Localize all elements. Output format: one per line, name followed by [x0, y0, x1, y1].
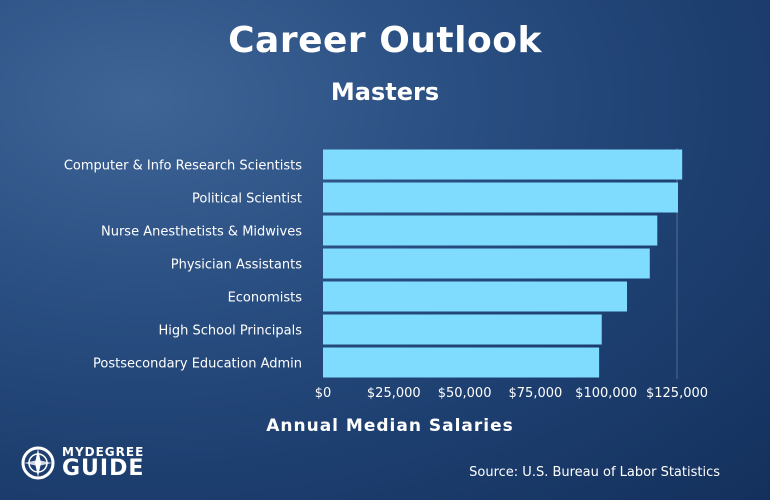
x-axis-label: Annual Median Salaries [266, 416, 514, 436]
chart-title: Career Outlook [228, 20, 542, 61]
x-tick-label: $0 [315, 386, 332, 401]
compass-icon [21, 446, 55, 480]
category-label: Economists [228, 291, 303, 306]
category-label: Physician Assistants [171, 258, 302, 273]
brand-logo[interactable]: MYDEGREE GUIDE [20, 443, 144, 483]
category-label: High School Principals [159, 324, 303, 339]
x-tick-label: $75,000 [509, 386, 563, 401]
x-tick-label: $50,000 [438, 386, 492, 401]
bar [323, 248, 650, 279]
logo-text-bottom: GUIDE [62, 456, 145, 481]
category-label: Postsecondary Education Admin [93, 357, 302, 372]
category-label: Political Scientist [192, 192, 302, 207]
bar-chart: Computer & Info Research Scientists Polit… [64, 149, 708, 401]
x-tick-label: $100,000 [575, 386, 637, 401]
bar [323, 215, 658, 246]
x-tick-label: $125,000 [646, 386, 708, 401]
bar [323, 281, 628, 312]
source-note: Source: U.S. Bureau of Labor Statistics [469, 465, 720, 480]
bar [323, 347, 600, 378]
bar [323, 149, 683, 180]
bar [323, 182, 678, 213]
category-label: Computer & Info Research Scientists [64, 159, 302, 174]
chart-subtitle: Masters [330, 78, 440, 106]
x-tick-label: $25,000 [367, 386, 421, 401]
category-label: Nurse Anesthetists & Midwives [101, 225, 302, 240]
bar [323, 314, 602, 345]
logo-text-top: MYDEGREE [62, 445, 145, 459]
